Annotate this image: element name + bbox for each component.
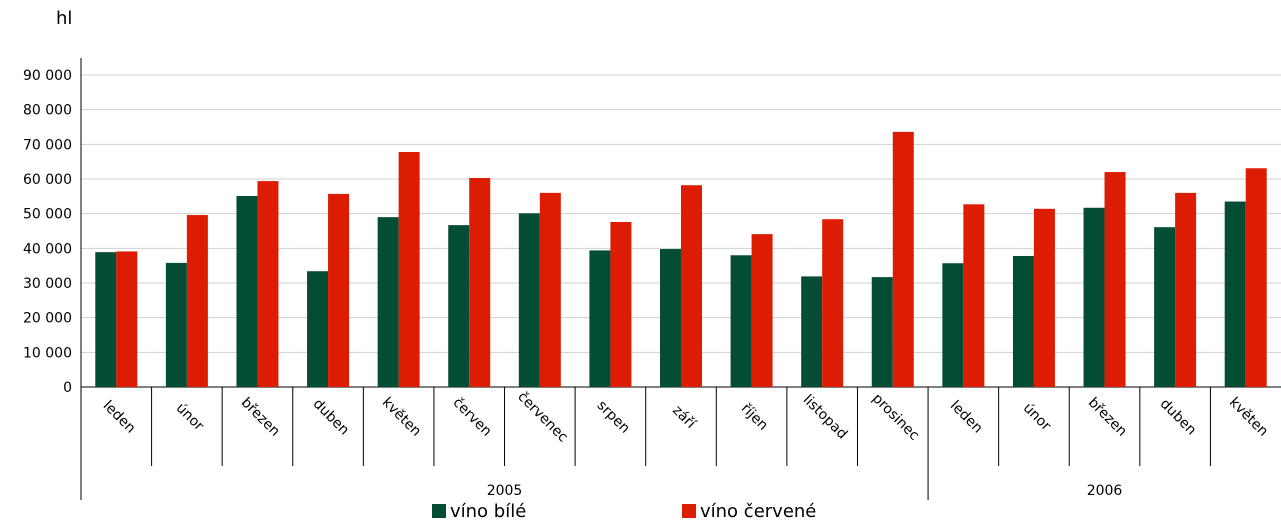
legend-swatch-white-wine — [432, 504, 446, 518]
x-category-label: srpen — [594, 398, 633, 437]
x-category-label: květen — [379, 395, 424, 440]
bar-red-wine — [186, 215, 208, 387]
x-category-label: květen — [1226, 395, 1271, 440]
x-category-label: prosinec — [869, 391, 922, 444]
bar-red-wine — [822, 219, 844, 387]
bar-white-wine — [377, 217, 399, 387]
x-category-label: duben — [310, 396, 353, 439]
bar-white-wine — [871, 277, 893, 387]
bar-red-wine — [1033, 208, 1055, 387]
bar-red-wine — [257, 181, 279, 387]
bar-red-wine — [539, 192, 561, 387]
bar-white-wine — [95, 252, 117, 387]
bar-red-wine — [328, 193, 350, 387]
y-tick-label: 60 000 — [23, 172, 72, 188]
legend-item-red-wine: víno červené — [682, 500, 816, 522]
x-category-label: leden — [100, 398, 139, 437]
legend-item-white-wine: víno bílé — [432, 500, 526, 522]
y-tick-label: 70 000 — [23, 137, 72, 153]
legend-label-red-wine: víno červené — [700, 500, 817, 522]
legend: víno bílé víno červené — [0, 500, 1281, 522]
y-tick-label: 20 000 — [23, 311, 72, 327]
bar-white-wine — [518, 213, 540, 387]
bar-red-wine — [751, 234, 773, 387]
bar-red-wine — [469, 177, 491, 387]
bar-red-wine — [116, 251, 138, 387]
y-tick-label: 0 — [63, 380, 72, 396]
bar-white-wine — [165, 262, 187, 387]
bar-red-wine — [963, 204, 985, 387]
x-category-label: červenec — [514, 389, 571, 446]
bar-red-wine — [610, 221, 632, 387]
y-tick-label: 90 000 — [23, 68, 72, 84]
bar-white-wine — [660, 249, 681, 387]
legend-label-white-wine: víno bílé — [450, 500, 527, 522]
bar-red-wine — [681, 185, 702, 387]
y-tick-label: 50 000 — [23, 207, 72, 223]
y-tick-label: 40 000 — [23, 241, 72, 257]
legend-swatch-red-wine — [682, 504, 696, 518]
x-category-label: listopad — [800, 392, 851, 443]
bar-white-wine — [730, 255, 752, 387]
x-category-label: leden — [947, 398, 986, 437]
x-category-label: únor — [1020, 400, 1054, 434]
x-category-label: říjen — [738, 401, 771, 434]
bar-white-wine — [307, 271, 329, 387]
bar-red-wine — [1175, 192, 1197, 387]
y-tick-label: 30 000 — [23, 276, 72, 292]
bar-red-wine — [1104, 172, 1126, 387]
bar-white-wine — [801, 276, 823, 387]
y-tick-label: 80 000 — [23, 103, 72, 119]
x-category-label: červen — [449, 395, 494, 440]
bar-red-wine — [892, 131, 914, 387]
x-group-label: 2006 — [1087, 483, 1123, 499]
bar-white-wine — [1224, 201, 1246, 387]
bar-white-wine — [1012, 255, 1034, 387]
x-category-label: březen — [238, 395, 283, 440]
x-category-label: duben — [1157, 396, 1200, 439]
y-tick-label: 10 000 — [23, 345, 72, 361]
x-category-label: září — [669, 402, 699, 432]
bar-white-wine — [1083, 207, 1105, 387]
bar-red-wine — [398, 151, 420, 387]
bar-white-wine — [448, 225, 470, 387]
bar-white-wine — [1154, 227, 1176, 387]
bar-red-wine — [1245, 168, 1267, 387]
bar-white-wine — [589, 250, 611, 387]
x-category-label: únor — [173, 400, 207, 434]
x-category-label: březen — [1085, 395, 1130, 440]
bar-chart: 0 10 000 20 000 30 000 40 000 50 000 60 000 70 … — [23, 58, 1281, 500]
bar-white-wine — [236, 195, 258, 387]
bar-white-wine — [942, 263, 964, 387]
y-axis-unit-label: hl — [56, 8, 73, 29]
x-group-label: 2005 — [487, 483, 523, 499]
